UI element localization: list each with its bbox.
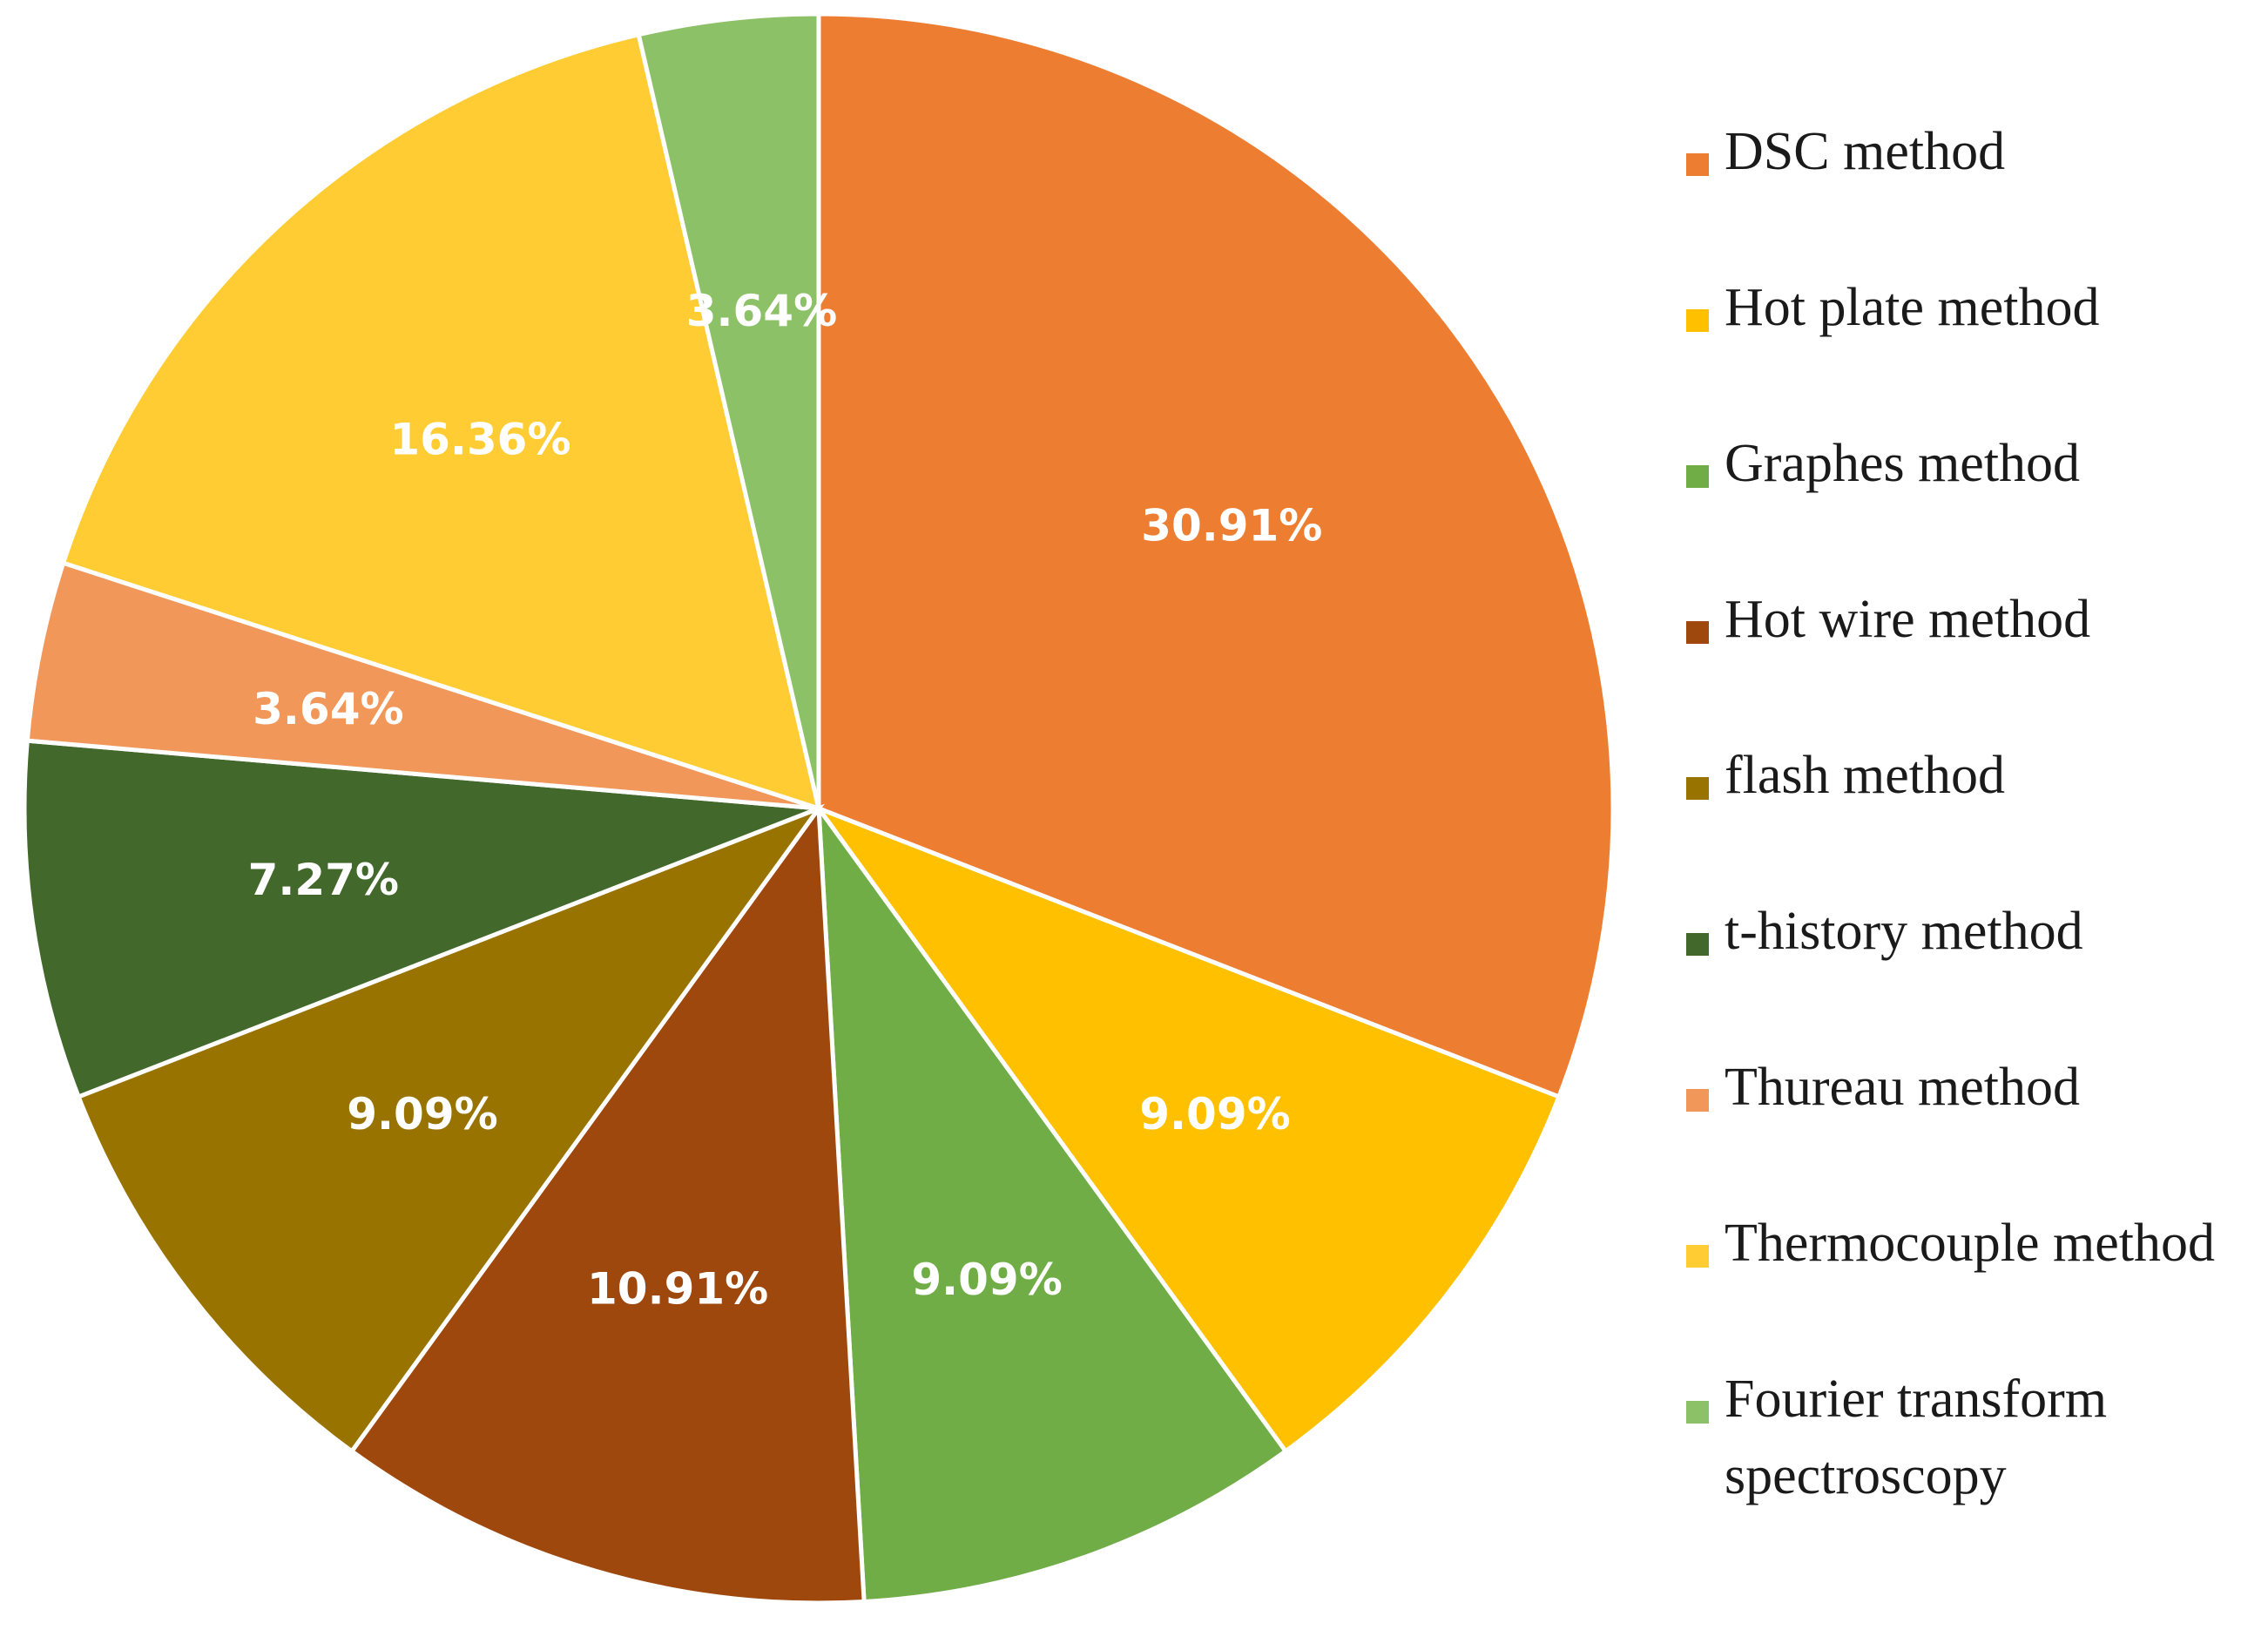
pie-slice-hot-plate-method — [812, 803, 1563, 1455]
legend-label: flash method — [1725, 746, 2005, 805]
legend-swatch — [1686, 933, 1709, 956]
value-label-fourier-transform-spectroscopy: 3.64% — [686, 286, 837, 336]
pie-slice-t-history-method — [22, 738, 820, 1100]
value-label-dsc-method: 30.91% — [1141, 501, 1322, 551]
pie-slice-graphes-method — [816, 801, 1289, 1605]
value-label-thermocouple-method: 16.36% — [389, 415, 570, 465]
pie-slice-thureau-method — [24, 560, 820, 811]
legend-label: Thureau method — [1725, 1058, 2081, 1117]
legend-swatch — [1686, 465, 1709, 488]
legend-label: Thermocouple method — [1725, 1214, 2215, 1273]
legend-swatch — [1686, 309, 1709, 332]
pie-plot-area: 30.91% 9.09% 9.09% 10.91% 9.09% 7.27% 3.64% 16.… — [22, 11, 1616, 1606]
legend-swatch — [1686, 621, 1709, 644]
legend-swatch — [1686, 153, 1709, 176]
pie-slice-hot-wire-method — [348, 801, 867, 1606]
legend-label: t-history method — [1725, 902, 2083, 961]
legend-label: Hot plate method — [1725, 278, 2100, 337]
pie-slice-fourier-transform-spectroscopy — [636, 11, 821, 809]
legend-swatch — [1686, 777, 1709, 800]
pie-slices — [22, 11, 1616, 1606]
pie-slice-flash-method — [75, 803, 826, 1455]
value-label-hot-wire-method: 10.91% — [587, 1263, 768, 1314]
legend-label: Hot wire method — [1725, 590, 2091, 649]
value-label-thureau-method: 3.64% — [253, 684, 403, 734]
value-label-flash-method: 9.09% — [347, 1089, 497, 1140]
legend-swatch — [1686, 1089, 1709, 1112]
pie-value-labels: 30.91% 9.09% 9.09% 10.91% 9.09% 7.27% 3.64% 16.… — [248, 286, 1323, 1314]
value-label-graphes-method: 9.09% — [911, 1255, 1062, 1305]
legend-swatch — [1686, 1245, 1709, 1268]
pie-slice-thermocouple-method — [60, 31, 822, 812]
legend-label: Graphes method — [1725, 434, 2081, 493]
legend-label: Fourier transform spectroscopy — [1725, 1370, 2108, 1505]
value-label-t-history-method: 7.27% — [248, 855, 399, 905]
pie-slice-dsc-method — [816, 11, 1616, 1100]
legend-swatch — [1686, 1401, 1709, 1424]
value-label-hot-plate-method: 9.09% — [1139, 1089, 1290, 1140]
legend-label: DSC method — [1725, 122, 2006, 181]
